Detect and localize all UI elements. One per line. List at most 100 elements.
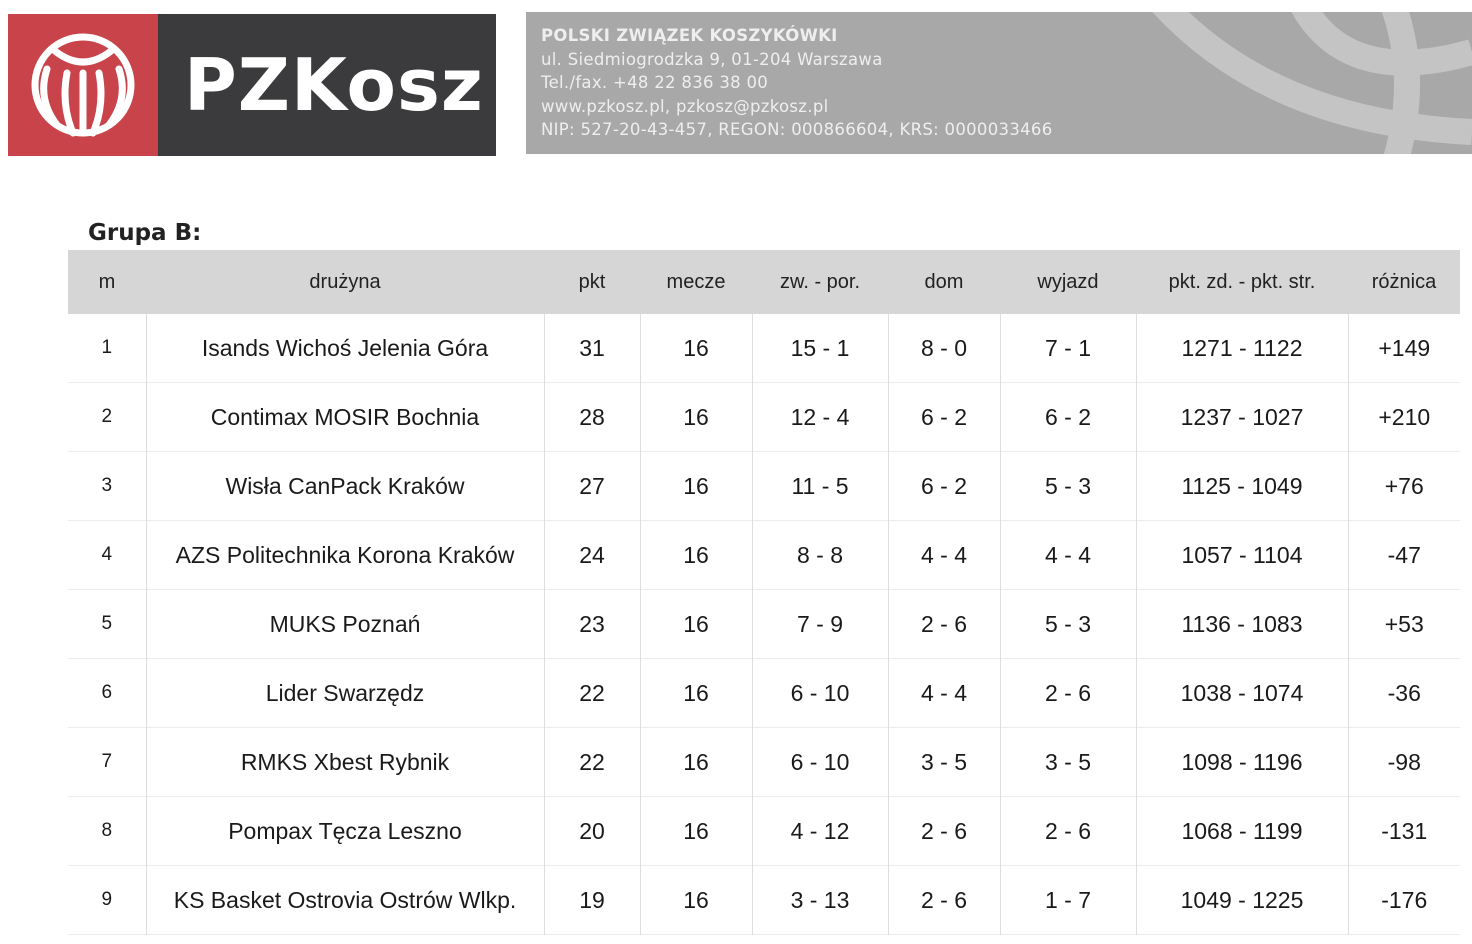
cell-rank: 4 bbox=[101, 544, 113, 565]
cell-points: 23 bbox=[543, 589, 640, 659]
cell-points-for-against: 1237 - 1027 bbox=[1135, 382, 1348, 452]
cell-points-for-against: 1049 - 1225 bbox=[1135, 865, 1348, 935]
organization-banner: POLSKI ZWIĄZEK KOSZYKÓWKI ul. Siedmiogro… bbox=[526, 12, 1472, 154]
cell-team: RMKS Xbest Rybnik bbox=[145, 727, 544, 797]
cell-team: KS Basket Ostrovia Ostrów Wlkp. bbox=[145, 865, 544, 935]
table-row: 9 KS Basket Ostrovia Ostrów Wlkp. 19 16 … bbox=[68, 865, 1460, 935]
cell-games: 16 bbox=[639, 520, 752, 590]
cell-difference: -131 bbox=[1347, 796, 1460, 866]
cell-points-for-against: 1125 - 1049 bbox=[1135, 451, 1348, 521]
cell-difference: +53 bbox=[1347, 589, 1460, 659]
cell-home: 4 - 4 bbox=[887, 658, 1000, 728]
table-header-row: m drużyna pkt mecze zw. - por. dom wyjaz… bbox=[68, 250, 1460, 314]
pzkosz-logo: PZKosz bbox=[8, 14, 496, 156]
cell-points: 22 bbox=[543, 658, 640, 728]
cell-games: 16 bbox=[639, 382, 752, 452]
cell-team: Lider Swarzędz bbox=[145, 658, 544, 728]
cell-away: 2 - 6 bbox=[999, 796, 1136, 866]
cell-home: 2 - 6 bbox=[887, 796, 1000, 866]
cell-home: 6 - 2 bbox=[887, 382, 1000, 452]
col-header-rank: m bbox=[68, 250, 146, 314]
standings-table: m drużyna pkt mecze zw. - por. dom wyjaz… bbox=[68, 250, 1460, 935]
col-header-points-for-against: pkt. zd. - pkt. str. bbox=[1136, 250, 1348, 314]
cell-points-for-against: 1136 - 1083 bbox=[1135, 589, 1348, 659]
cell-home: 8 - 0 bbox=[887, 314, 1000, 383]
cell-away: 1 - 7 bbox=[999, 865, 1136, 935]
cell-away: 2 - 6 bbox=[999, 658, 1136, 728]
cell-home: 2 - 6 bbox=[887, 865, 1000, 935]
cell-points: 28 bbox=[543, 382, 640, 452]
table-row: 4 AZS Politechnika Korona Kraków 24 16 8… bbox=[68, 520, 1460, 590]
cell-away: 5 - 3 bbox=[999, 589, 1136, 659]
col-header-team: drużyna bbox=[146, 250, 544, 314]
col-header-difference: różnica bbox=[1348, 250, 1460, 314]
table-row: 8 Pompax Tęcza Leszno 20 16 4 - 12 2 - 6… bbox=[68, 796, 1460, 866]
table-row: 3 Wisła CanPack Kraków 27 16 11 - 5 6 - … bbox=[68, 451, 1460, 521]
col-header-away: wyjazd bbox=[1000, 250, 1136, 314]
cell-points: 20 bbox=[543, 796, 640, 866]
cell-home: 4 - 4 bbox=[887, 520, 1000, 590]
cell-points: 27 bbox=[543, 451, 640, 521]
cell-home: 3 - 5 bbox=[887, 727, 1000, 797]
table-row: 6 Lider Swarzędz 22 16 6 - 10 4 - 4 2 - … bbox=[68, 658, 1460, 728]
org-phone: Tel./fax. +48 22 836 38 00 bbox=[541, 73, 769, 92]
org-registry: NIP: 527-20-43-457, REGON: 000866604, KR… bbox=[541, 120, 1053, 139]
cell-difference: +149 bbox=[1347, 314, 1460, 383]
cell-difference: +210 bbox=[1347, 382, 1460, 452]
logo-text: PZKosz bbox=[184, 43, 484, 127]
cell-points-for-against: 1068 - 1199 bbox=[1135, 796, 1348, 866]
cell-away: 7 - 1 bbox=[999, 314, 1136, 383]
cell-win-loss: 6 - 10 bbox=[751, 658, 888, 728]
org-name: POLSKI ZWIĄZEK KOSZYKÓWKI bbox=[541, 26, 838, 45]
col-header-games: mecze bbox=[640, 250, 752, 314]
cell-difference: -176 bbox=[1347, 865, 1460, 935]
cell-rank: 8 bbox=[101, 820, 113, 841]
cell-away: 5 - 3 bbox=[999, 451, 1136, 521]
cell-points-for-against: 1057 - 1104 bbox=[1135, 520, 1348, 590]
cell-difference: -47 bbox=[1347, 520, 1460, 590]
cell-difference: -98 bbox=[1347, 727, 1460, 797]
cell-win-loss: 11 - 5 bbox=[751, 451, 888, 521]
cell-rank: 6 bbox=[101, 682, 113, 703]
cell-games: 16 bbox=[639, 658, 752, 728]
cell-points: 31 bbox=[543, 314, 640, 383]
cell-difference: +76 bbox=[1347, 451, 1460, 521]
cell-rank: 9 bbox=[101, 889, 113, 910]
cell-home: 6 - 2 bbox=[887, 451, 1000, 521]
cell-team: Isands Wichoś Jelenia Góra bbox=[145, 314, 544, 383]
cell-games: 16 bbox=[639, 727, 752, 797]
org-web-email: www.pzkosz.pl, pzkosz@pzkosz.pl bbox=[541, 96, 829, 116]
group-title: Grupa B: bbox=[88, 220, 202, 246]
cell-win-loss: 3 - 13 bbox=[751, 865, 888, 935]
cell-games: 16 bbox=[639, 865, 752, 935]
cell-away: 4 - 4 bbox=[999, 520, 1136, 590]
cell-rank: 2 bbox=[101, 406, 113, 427]
cell-win-loss: 8 - 8 bbox=[751, 520, 888, 590]
table-row: 5 MUKS Poznań 23 16 7 - 9 2 - 6 5 - 3 11… bbox=[68, 589, 1460, 659]
cell-points: 24 bbox=[543, 520, 640, 590]
cell-team: Pompax Tęcza Leszno bbox=[145, 796, 544, 866]
cell-rank: 3 bbox=[101, 475, 113, 496]
table-row: 1 Isands Wichoś Jelenia Góra 31 16 15 - … bbox=[68, 314, 1460, 383]
cell-win-loss: 7 - 9 bbox=[751, 589, 888, 659]
col-header-win-loss: zw. - por. bbox=[752, 250, 888, 314]
cell-rank: 5 bbox=[101, 613, 113, 634]
cell-team: Wisła CanPack Kraków bbox=[145, 451, 544, 521]
cell-win-loss: 4 - 12 bbox=[751, 796, 888, 866]
basketball-watermark-icon bbox=[1152, 12, 1472, 154]
col-header-points: pkt bbox=[544, 250, 640, 314]
cell-rank: 7 bbox=[101, 751, 113, 772]
cell-points-for-against: 1038 - 1074 bbox=[1135, 658, 1348, 728]
table-row: 2 Contimax MOSIR Bochnia 28 16 12 - 4 6 … bbox=[68, 382, 1460, 452]
cell-points: 22 bbox=[543, 727, 640, 797]
logo-wordmark: PZKosz bbox=[158, 14, 496, 156]
cell-team: AZS Politechnika Korona Kraków bbox=[145, 520, 544, 590]
cell-home: 2 - 6 bbox=[887, 589, 1000, 659]
cell-team: MUKS Poznań bbox=[145, 589, 544, 659]
cell-games: 16 bbox=[639, 451, 752, 521]
cell-games: 16 bbox=[639, 589, 752, 659]
cell-games: 16 bbox=[639, 796, 752, 866]
cell-points-for-against: 1098 - 1196 bbox=[1135, 727, 1348, 797]
cell-team: Contimax MOSIR Bochnia bbox=[145, 382, 544, 452]
cell-rank: 1 bbox=[101, 337, 113, 358]
